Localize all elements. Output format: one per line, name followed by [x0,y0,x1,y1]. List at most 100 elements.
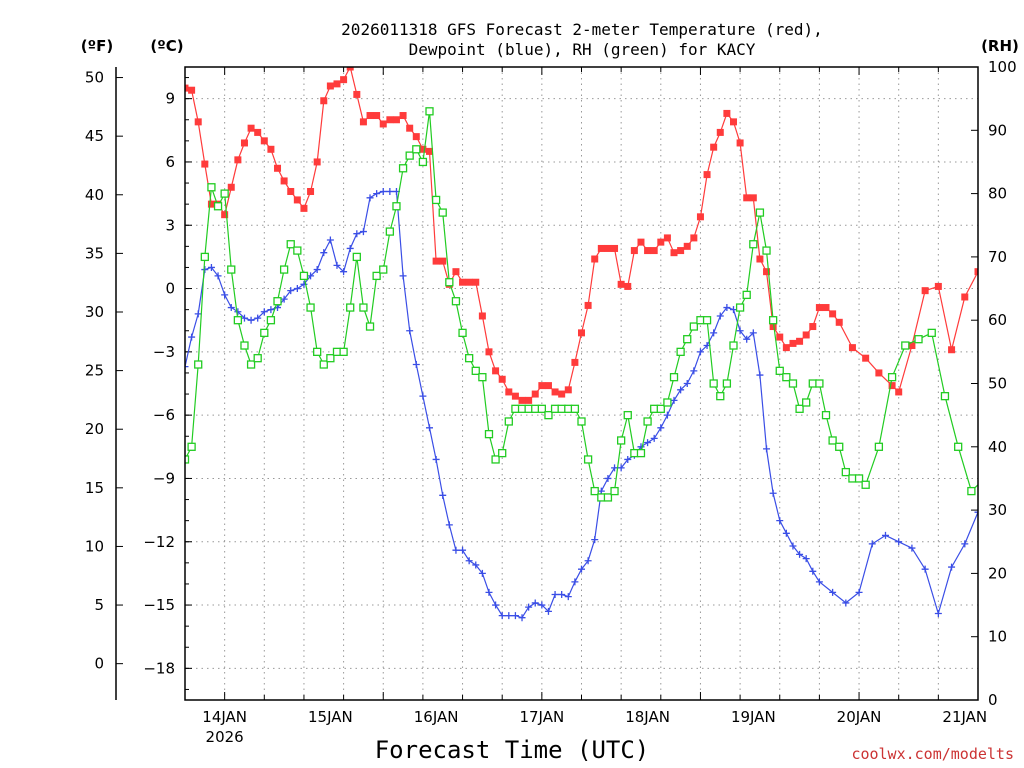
relative-humidity-point [663,398,672,407]
temperature-c-point [234,156,242,164]
dewpoint-c-point [756,371,764,379]
relative-humidity-point [524,404,533,413]
relative-humidity-series [185,107,988,502]
relative-humidity-point [319,360,328,369]
temperature-c-point [578,329,585,337]
relative-humidity-point [372,271,381,281]
dewpoint-c-point [591,536,599,544]
temperature-c-point [716,128,724,136]
temperature-c-point [551,388,559,396]
temperature-c-point [320,97,328,105]
dewpoint-c-point [386,187,394,195]
relative-humidity-point [854,474,864,483]
relative-humidity-point [954,442,963,451]
rh-tick-label: 50 [988,375,1007,393]
dewpoint-c-point [809,567,817,575]
x-axis-title: Forecast Time (UTC) [375,736,650,764]
dewpoint-c-point [320,249,328,257]
dewpoint-c-point [307,272,315,280]
temperature-c-point [419,145,427,153]
temperature-c-point [511,392,519,400]
dewpoint-c-point [498,612,506,620]
relative-humidity-point [709,379,718,388]
temperature-c-point [366,112,374,120]
relative-humidity-point [802,398,811,407]
dewpoint-c-point [690,367,698,375]
rh-tick-label: 40 [988,438,1007,456]
relative-humidity-point [914,335,923,344]
relative-humidity-point [299,271,309,281]
dewpoint-c-point [326,236,334,244]
relative-humidity-point [412,145,421,154]
relative-humidity-point [253,354,262,363]
temperature-c-point [571,358,579,366]
dewpoint-c-point [531,599,539,607]
relative-humidity-point [610,486,619,496]
temperature-c-point [260,137,268,145]
temperature-c-line [185,67,978,401]
relative-humidity-point [220,189,229,198]
temperature-c-point [564,386,572,394]
relative-humidity-point [742,290,751,300]
relative-humidity-point [696,316,705,325]
source-credit[interactable]: coolwx.com/modelts [851,745,1014,763]
relative-humidity-point [887,373,897,382]
x-tick-label: 17JAN [519,708,564,726]
relative-humidity-point [564,404,573,413]
temperature-c-point [478,312,486,320]
temperature-c-point [194,118,202,126]
dewpoint-c-point [611,464,619,472]
dewpoint-c-point [716,312,724,320]
dewpoint-c-point [234,308,242,316]
temperature-c-point [723,109,731,117]
temperature-c-point [802,331,810,339]
temperature-c-point [663,234,671,242]
celsius-tick-label: 0 [165,280,175,298]
dewpoint-c-point [452,546,460,554]
celsius-tick-label: −6 [153,406,175,424]
dewpoint-c-point [247,316,255,324]
dewpoint-c-point [544,607,552,615]
temperature-c-point [908,342,916,350]
dewpoint-c-series [185,187,978,622]
temperature-c-point [426,147,434,155]
temperature-c-point [624,282,632,290]
relative-humidity-point [200,252,209,262]
rh-tick-label: 20 [988,564,1007,582]
relative-humidity-point [940,392,950,401]
relative-humidity-point [636,448,646,458]
relative-humidity-point [702,316,712,325]
relative-humidity-point [570,404,580,413]
celsius-tick-label: 9 [165,90,175,108]
dewpoint-c-point [472,561,480,569]
temperature-c-point [505,388,513,396]
relative-humidity-point [207,183,216,192]
dewpoint-c-line [185,190,978,619]
x-tick-label: 14JAN [202,708,247,726]
temperature-c-point [300,204,308,212]
relative-humidity-point [815,379,824,388]
temperature-c-point [274,164,282,172]
dewpoint-c-point [293,285,301,293]
dewpoint-c-point [280,295,288,303]
temperature-c-point [657,238,665,246]
fahrenheit-tick-label: 45 [85,127,104,145]
temperature-c-point [749,194,757,202]
temperature-c-point [538,382,546,390]
temperature-c-point [531,390,539,398]
relative-humidity-point [729,341,738,350]
relative-humidity-point [981,475,988,482]
dewpoint-c-point [723,304,731,312]
temperature-c-point [293,196,301,204]
temperature-c-point [921,287,929,295]
dewpoint-c-point [908,544,916,552]
temperature-c-point [848,344,856,352]
relative-humidity-point [537,404,546,413]
relative-humidity-point [484,429,494,439]
temperature-c-point [472,278,480,286]
relative-humidity-point [841,467,850,477]
temperature-c-point [591,255,599,263]
temperature-c-point [392,116,400,124]
relative-humidity-point [185,455,190,464]
